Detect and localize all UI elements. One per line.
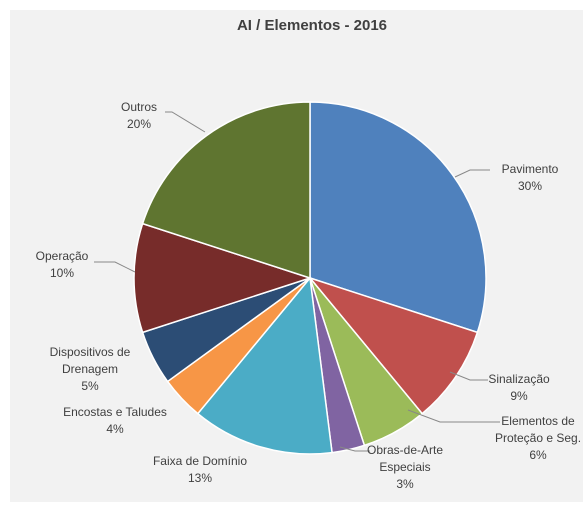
slice-label: Dispositivos de bbox=[50, 345, 131, 359]
pie-slice bbox=[196, 276, 333, 455]
leader-line bbox=[94, 261, 136, 273]
slice-value-label: 30% bbox=[518, 179, 542, 193]
slice-label: Operação bbox=[36, 249, 89, 263]
slice-value-label: 6% bbox=[529, 448, 547, 462]
leader-line bbox=[449, 371, 488, 381]
pie-slice bbox=[309, 101, 487, 334]
pie-slice bbox=[307, 276, 479, 415]
slice-value-label: 9% bbox=[510, 389, 528, 403]
slice-label: Encostas e Taludes bbox=[63, 405, 167, 419]
slice-label: Faixa de Domínio bbox=[153, 454, 247, 468]
slice-label: Obras-de-Arte bbox=[367, 443, 443, 457]
leader-line bbox=[454, 169, 490, 178]
slice-value-label: 5% bbox=[81, 379, 99, 393]
leader-line bbox=[165, 111, 206, 133]
pie-slice bbox=[133, 222, 313, 334]
slice-value-label: 3% bbox=[396, 477, 414, 491]
slice-value-label: 10% bbox=[50, 266, 74, 280]
pie-slice bbox=[141, 101, 311, 280]
slice-label: Outros bbox=[121, 100, 157, 114]
slice-label: Elementos de bbox=[501, 414, 575, 428]
slice-label: Pavimento bbox=[502, 162, 559, 176]
slice-label: Especiais bbox=[379, 460, 430, 474]
slice-label: Sinalização bbox=[488, 372, 550, 386]
slice-label: Drenagem bbox=[62, 362, 118, 376]
chart-title: AI / Elementos - 2016 bbox=[237, 17, 387, 34]
slice-value-label: 13% bbox=[188, 471, 212, 485]
slice-value-label: 4% bbox=[106, 422, 124, 436]
leader-line bbox=[339, 446, 370, 452]
leader-line bbox=[407, 409, 500, 423]
slice-value-label: 20% bbox=[127, 117, 151, 131]
slice-label: Proteção e Seg. bbox=[495, 431, 581, 445]
